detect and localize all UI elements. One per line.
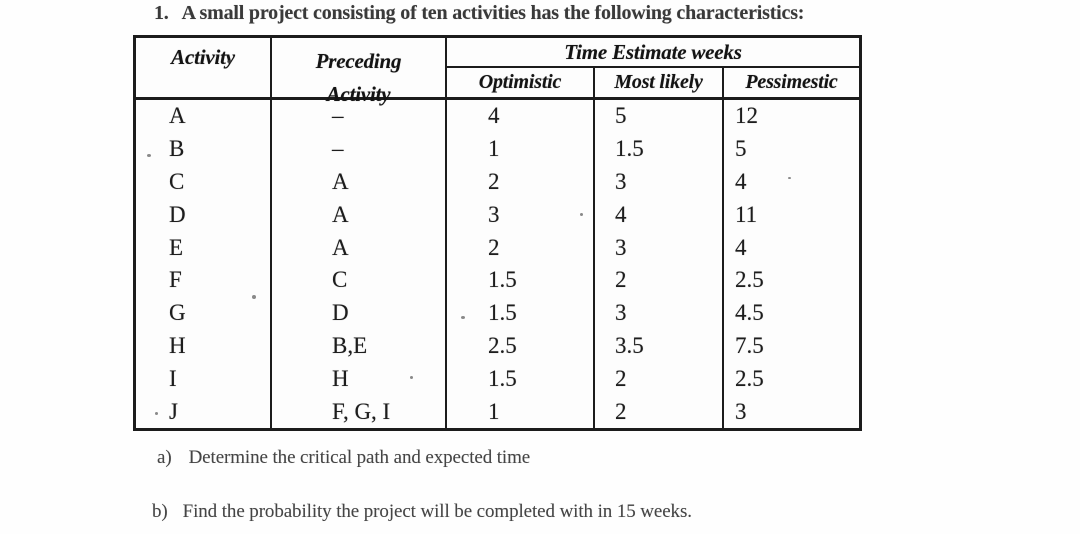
preceding-cell: – <box>332 103 344 129</box>
activity-table: Activity Preceding Activity Time Estimat… <box>133 35 862 431</box>
question-b-label: b) <box>152 501 168 522</box>
table-gridline-col3 <box>593 66 595 428</box>
preceding-cell: C <box>332 267 348 293</box>
activity-cell: D <box>169 201 186 227</box>
activity-cell: H <box>169 332 186 358</box>
pessimistic-cell: 12 <box>735 103 758 129</box>
table-gridline-col4 <box>722 66 724 428</box>
pessimistic-cell: 7.5 <box>735 332 764 358</box>
activity-cell: B <box>169 136 185 162</box>
most-likely-cell: 3 <box>615 168 627 194</box>
header-preceding-line1: Preceding <box>315 49 402 73</box>
question-a-text: Determine the critical path and expected… <box>188 447 531 468</box>
question-b-text: Find the probability the project will be… <box>182 501 692 522</box>
table-gridline-col2 <box>445 38 447 428</box>
scan-speck <box>252 295 256 299</box>
column-activity: A B C D E F G H I J <box>136 100 270 428</box>
optimistic-cell: 2 <box>488 168 500 194</box>
header-activity: Activity <box>171 45 235 69</box>
scan-speck <box>147 154 151 157</box>
activity-cell: A <box>169 103 186 129</box>
header-preceding-line2: Activity <box>326 82 391 106</box>
most-likely-cell: 3 <box>615 300 627 326</box>
most-likely-cell: 1.5 <box>615 136 644 162</box>
most-likely-cell: 2 <box>615 267 627 293</box>
pessimistic-cell: 2.5 <box>735 267 764 293</box>
scan-speck <box>580 213 583 216</box>
most-likely-cell: 5 <box>615 103 627 129</box>
column-preceding-activity: – – A A A C D B,E H F, G, I <box>272 100 445 428</box>
question-a: a) Determine the critical path and expec… <box>157 447 530 469</box>
pessimistic-cell: 4.5 <box>735 300 764 326</box>
activity-cell: G <box>169 300 186 326</box>
header-optimistic: Optimistic <box>478 71 562 93</box>
optimistic-cell: 3 <box>488 201 500 227</box>
activity-cell: C <box>169 168 185 194</box>
preceding-cell: – <box>332 136 344 162</box>
pessimistic-cell: 2.5 <box>735 365 764 391</box>
column-most-likely: 5 1.5 3 4 3 2 3 3.5 2 2 <box>595 100 722 428</box>
most-likely-cell: 2 <box>615 365 627 391</box>
activity-cell: J <box>169 398 178 424</box>
optimistic-cell: 1.5 <box>488 267 517 293</box>
preceding-cell: D <box>332 300 349 326</box>
optimistic-cell: 1 <box>488 136 500 162</box>
optimistic-cell: 2.5 <box>488 332 517 358</box>
most-likely-cell: 3.5 <box>615 332 644 358</box>
pessimistic-cell: 11 <box>735 201 758 227</box>
problem-title-text: A small project consisting of ten activi… <box>181 2 805 24</box>
pessimistic-cell: 4 <box>735 234 747 260</box>
preceding-cell: B,E <box>332 332 368 358</box>
pessimistic-cell: 4 <box>735 168 747 194</box>
scan-speck <box>788 177 791 179</box>
optimistic-cell: 2 <box>488 234 500 260</box>
pessimistic-cell: 5 <box>735 136 747 162</box>
question-a-label: a) <box>157 447 172 468</box>
header-preceding-activity: Preceding Activity <box>272 45 445 111</box>
column-pessimistic: 12 5 4 11 4 2.5 4.5 7.5 2.5 3 <box>724 100 859 428</box>
activity-cell: I <box>169 365 177 391</box>
problem-number: 1. <box>154 2 169 24</box>
problem-title: 1. A small project consisting of ten act… <box>154 2 804 25</box>
header-pessimistic: Pessimestic <box>745 71 838 93</box>
preceding-cell: H <box>332 365 349 391</box>
preceding-cell: F, G, I <box>332 398 391 424</box>
header-most-likely: Most likely <box>614 71 703 93</box>
scan-speck <box>410 376 413 379</box>
column-optimistic: 4 1 2 3 2 1.5 1.5 2.5 1.5 1 <box>447 100 593 428</box>
preceding-cell: A <box>332 201 349 227</box>
optimistic-cell: 1 <box>488 398 500 424</box>
activity-cell: E <box>169 234 184 260</box>
optimistic-cell: 4 <box>488 103 500 129</box>
preceding-cell: A <box>332 168 349 194</box>
table-gridline-time-underline <box>445 66 859 68</box>
scan-speck <box>155 412 158 415</box>
pessimistic-cell: 3 <box>735 398 747 424</box>
scan-speck <box>227 60 231 63</box>
activity-cell: F <box>169 267 182 293</box>
most-likely-cell: 4 <box>615 201 627 227</box>
table-gridline-header-bottom <box>136 97 859 100</box>
preceding-cell: A <box>332 234 349 260</box>
optimistic-cell: 1.5 <box>488 365 517 391</box>
question-b: b) Find the probability the project will… <box>152 501 692 523</box>
header-time-estimate: Time Estimate weeks <box>564 40 742 64</box>
most-likely-cell: 3 <box>615 234 627 260</box>
most-likely-cell: 2 <box>615 398 627 424</box>
scan-speck <box>461 316 465 319</box>
optimistic-cell: 1.5 <box>488 300 517 326</box>
table-gridline-col1 <box>270 38 272 428</box>
